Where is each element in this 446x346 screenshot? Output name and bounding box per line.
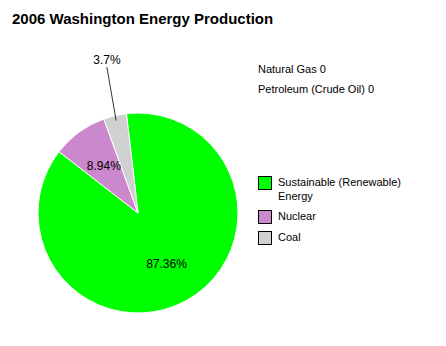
html-text:Petroleum (Crude Oil) 0: Petroleum (Crude Oil) 0 bbox=[258, 83, 375, 95]
html-text:2006 Washington Energy Product: 2006 Washington Energy Production bbox=[12, 10, 274, 27]
svg-text:87.36%: 87.36% bbox=[146, 257, 187, 271]
html-text:Natural Gas 0: Natural Gas 0 bbox=[258, 63, 326, 75]
html-text:Sustainable (Renewable) Energy: Sustainable (Renewable) Energy bbox=[278, 176, 401, 202]
svg-text:3.7%: 3.7% bbox=[93, 53, 121, 67]
html-text:Nuclear: Nuclear bbox=[278, 210, 316, 222]
svg-text:8.94%: 8.94% bbox=[87, 159, 121, 173]
html-text:Coal: Coal bbox=[278, 231, 301, 243]
